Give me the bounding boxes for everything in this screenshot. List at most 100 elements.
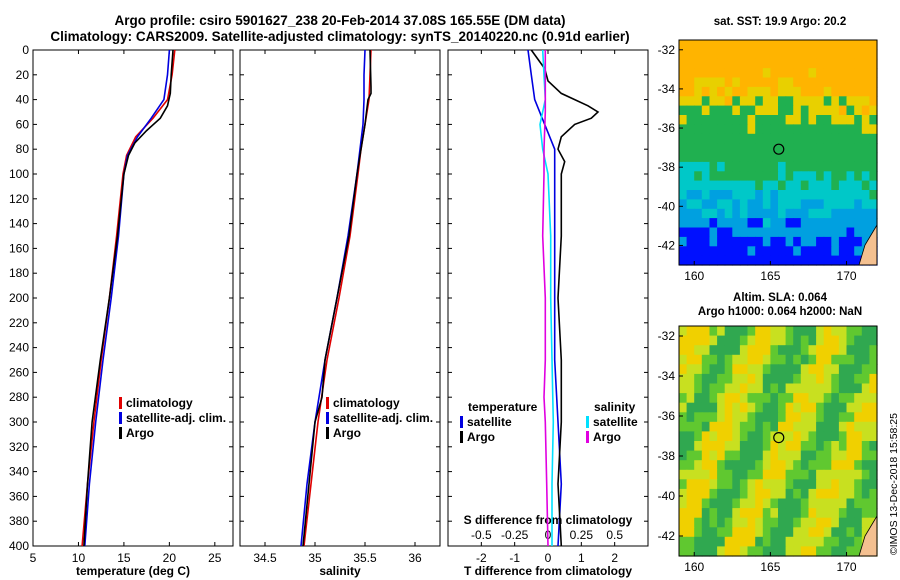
sla_map-map-cell	[861, 431, 870, 442]
sla_map-map-cell	[816, 431, 825, 442]
sst_map-map-cell	[854, 68, 863, 79]
sla_map-lon-tick-label: 165	[760, 560, 780, 574]
sla_map-map-cell	[724, 460, 733, 471]
sst_map-map-cell	[717, 236, 726, 247]
sla_map-map-cell	[717, 546, 726, 557]
sst_map-map-cell	[778, 236, 787, 247]
sst_map-map-cell	[686, 218, 695, 229]
sst_map-map-cell	[846, 96, 855, 107]
sla_map-map-cell	[854, 326, 863, 337]
sla_map-map-cell	[861, 383, 870, 394]
sla_map-map-cell	[831, 508, 840, 519]
sst_map-map-cell	[823, 208, 832, 219]
sla_map-map-cell	[762, 488, 771, 500]
sst_map-map-cell	[823, 152, 832, 163]
sst_map-map-cell	[679, 199, 688, 210]
sst_map-map-cell	[755, 49, 764, 60]
sst_map-map-cell	[755, 143, 764, 154]
sla_map-map-cell	[747, 431, 756, 442]
sst_map-map-cell	[755, 171, 764, 182]
sla_map-map-cell	[800, 527, 809, 538]
sla_map-map-cell	[717, 364, 726, 375]
sst_map-map-cell	[694, 49, 703, 60]
sla_map-map-cell	[694, 354, 703, 365]
sst_map-map-cell	[823, 86, 832, 97]
sst_map-map-cell	[861, 133, 870, 144]
sla_map-map-cell	[869, 431, 878, 442]
sla_map-map-cell	[823, 450, 832, 461]
sla_map-map-cell	[679, 527, 688, 538]
sst_map-map-cell	[770, 133, 779, 144]
salinity-diff-tick-label: 0.25	[570, 528, 594, 542]
sst_map-map-cell	[755, 246, 764, 257]
sst_map-map-cell	[755, 68, 764, 79]
sla_map-map-cell	[755, 412, 764, 423]
salinity-series-line	[302, 49, 372, 547]
sst_map-map-cell	[869, 152, 878, 163]
sla_map-map-cell	[770, 460, 779, 471]
sst_map-map-cell	[808, 246, 817, 257]
sst_map-map-cell	[838, 152, 848, 163]
sla_map-map-cell	[808, 479, 817, 490]
sst_map-map-cell	[854, 86, 863, 97]
sla_map-map-cell	[808, 421, 817, 432]
sla_map-map-cell	[816, 354, 825, 365]
sst_map-map-cell	[755, 180, 764, 191]
sst_map-map-cell	[739, 105, 749, 116]
sla_map-map-cell	[679, 546, 688, 557]
sst_map-map-cell	[785, 58, 794, 69]
sst_map-map-cell	[686, 208, 695, 219]
sst_map-map-cell	[846, 143, 855, 154]
sst_map-map-cell	[800, 171, 809, 182]
sst_map-map-cell	[869, 49, 878, 60]
sst_map-map-cell	[778, 199, 787, 210]
sla_map-map-cell	[732, 364, 741, 375]
sla_map-map-cell	[739, 479, 749, 490]
sst_map-map-cell	[679, 180, 688, 191]
sst_map-map-cell	[732, 124, 741, 135]
sst_map-map-cell	[785, 208, 794, 219]
sla_map-map-cell	[816, 421, 825, 432]
sla_map-map-cell	[823, 498, 832, 509]
sst_map-map-cell	[793, 199, 802, 210]
sst_map-map-cell	[869, 199, 878, 210]
sst_map-map-cell	[709, 227, 718, 238]
sst_map-map-cell	[785, 190, 794, 200]
sla_map-map-cell	[861, 345, 870, 356]
sst_map-map-cell	[686, 161, 695, 172]
sla_map-map-cell	[808, 546, 817, 557]
sst_map-map-cell	[838, 77, 848, 88]
sla_map-map-cell	[747, 402, 756, 413]
sla_map-map-cell	[770, 479, 779, 490]
sla_map-map-cell	[854, 517, 863, 528]
sla_map-map-cell	[800, 383, 809, 394]
sst_map-map-cell	[778, 190, 787, 200]
sst_map-map-cell	[717, 68, 726, 79]
sst_map-map-cell	[747, 255, 756, 266]
sla_map-map-cell	[732, 546, 741, 557]
sla_map-map-cell	[816, 326, 825, 337]
sla_map-map-cell	[755, 527, 764, 538]
sst_map-map-cell	[831, 152, 840, 163]
sst_map-map-cell	[739, 124, 749, 135]
sla_map-map-cell	[762, 517, 771, 528]
sla_map-map-cell	[793, 431, 802, 442]
sla_map-map-cell	[831, 488, 840, 500]
sla_map-map-cell	[823, 402, 832, 413]
sla_map-map-cell	[724, 412, 733, 423]
sla_map-map-cell	[793, 450, 802, 461]
sst_map-map-cell	[724, 77, 733, 88]
sla_map-map-cell	[846, 402, 855, 413]
sst_map-map-cell	[686, 58, 695, 69]
sst_map-map-cell	[854, 49, 863, 60]
sst_map-map-cell	[679, 96, 688, 107]
sla_map-map-cell	[679, 450, 688, 461]
sla_map-map-cell	[869, 469, 878, 480]
sla_map-map-cell	[793, 527, 802, 538]
sst_map-map-cell	[861, 68, 870, 79]
sst_map-map-cell	[861, 236, 870, 247]
sst_map-map-cell	[778, 218, 787, 229]
sla_map-map-cell	[869, 421, 878, 432]
sst_map-map-cell	[808, 208, 817, 219]
difference-series-line	[541, 50, 549, 547]
